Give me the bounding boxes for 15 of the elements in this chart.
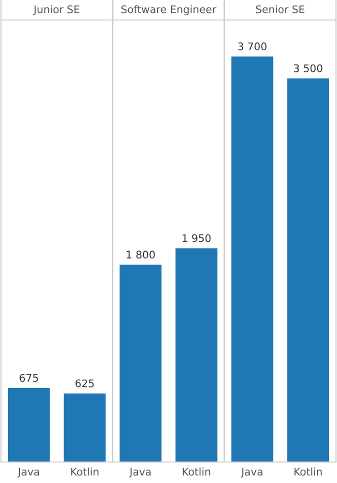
x-tick-label: Kotlin	[294, 468, 322, 476]
x-tick-label: Java	[17, 468, 39, 478]
chart-title: Software Engineer	[121, 5, 216, 16]
x-tick-label: Kotlin	[71, 468, 98, 476]
data-label: 1 950	[182, 234, 211, 242]
chart-title: Junior SE	[33, 5, 80, 16]
data-label: 625	[76, 379, 94, 388]
x-tick-label: Java	[240, 468, 262, 478]
x-tick-label: Kotlin	[182, 468, 210, 476]
chart-title: Senior SE	[256, 5, 304, 14]
data-label: 3 700	[238, 42, 266, 50]
data-label: 675	[20, 374, 38, 382]
data-label: 3 500	[294, 64, 322, 72]
data-label: 1 800	[126, 250, 155, 259]
x-tick-label: Java	[129, 468, 151, 478]
